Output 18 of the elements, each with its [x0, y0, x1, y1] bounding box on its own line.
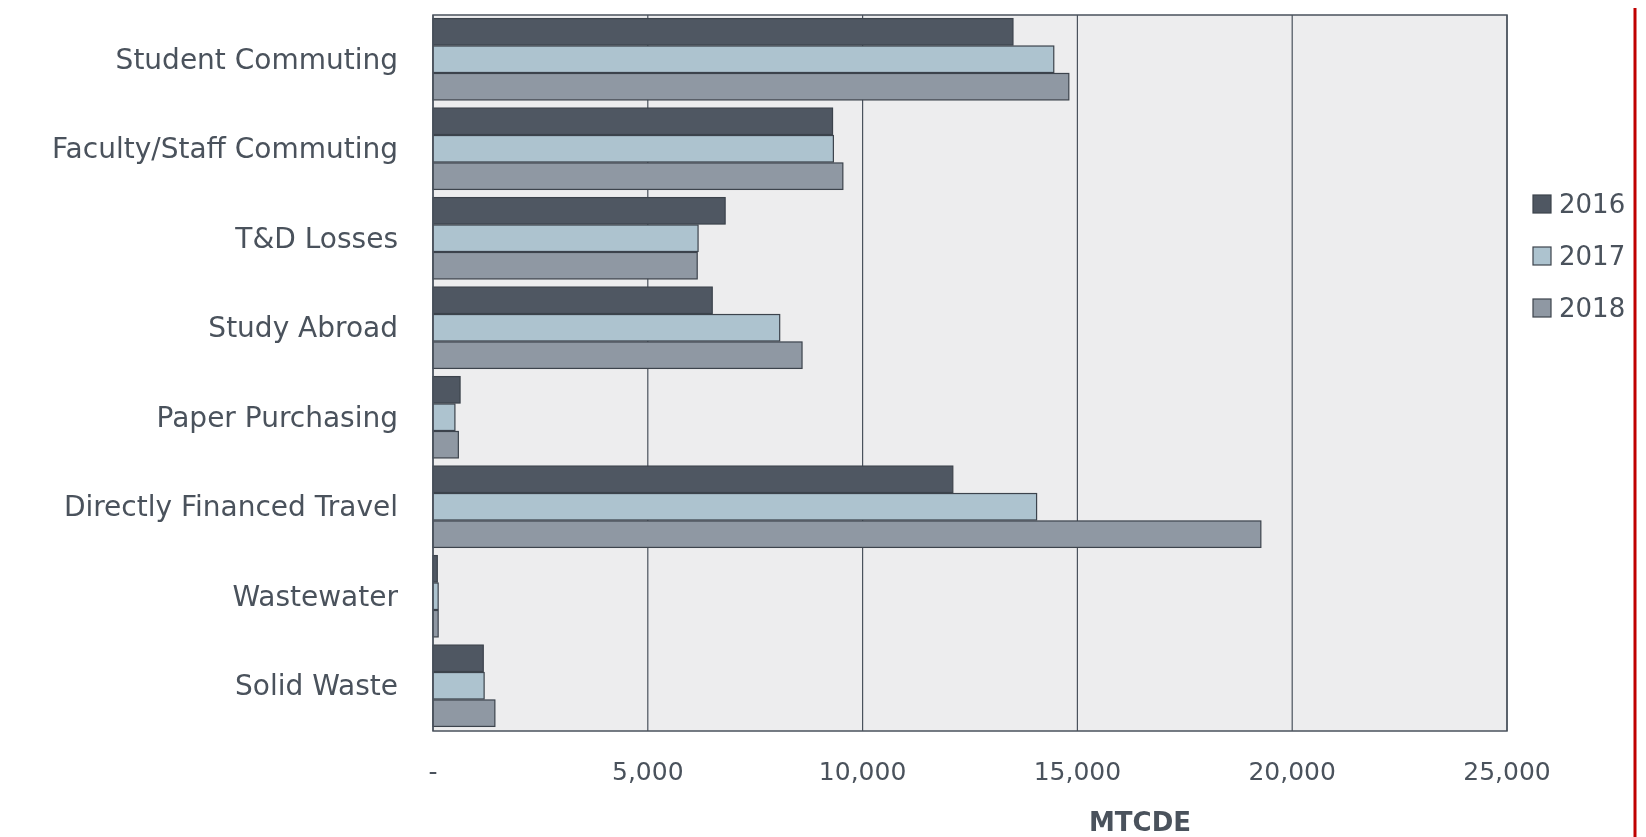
y-tick-label: Solid Waste [235, 669, 398, 703]
y-tick-label: Wastewater [232, 579, 399, 613]
legend-label: 2016 [1559, 189, 1626, 219]
x-tick-label: 10,000 [818, 757, 907, 786]
y-tick-label: T&D Losses [234, 221, 398, 255]
x-tick-label: - [428, 757, 438, 786]
x-tick-label: 25,000 [1463, 757, 1551, 786]
y-tick-label: Study Abroad [208, 311, 398, 345]
x-tick-label: 5,000 [612, 757, 684, 786]
legend-label: 2017 [1559, 241, 1626, 271]
x-axis-title: MTCDE [1088, 807, 1192, 837]
legend-label: 2018 [1559, 293, 1626, 323]
y-tick-label: Faculty/Staff Commuting [52, 132, 398, 166]
y-tick-label: Paper Purchasing [156, 400, 398, 434]
y-tick-label: Directly Financed Travel [63, 490, 398, 524]
x-tick-label: 15,000 [1033, 757, 1122, 786]
y-tick-label: Student Commuting [115, 42, 398, 76]
x-tick-label: 20,000 [1248, 757, 1336, 786]
